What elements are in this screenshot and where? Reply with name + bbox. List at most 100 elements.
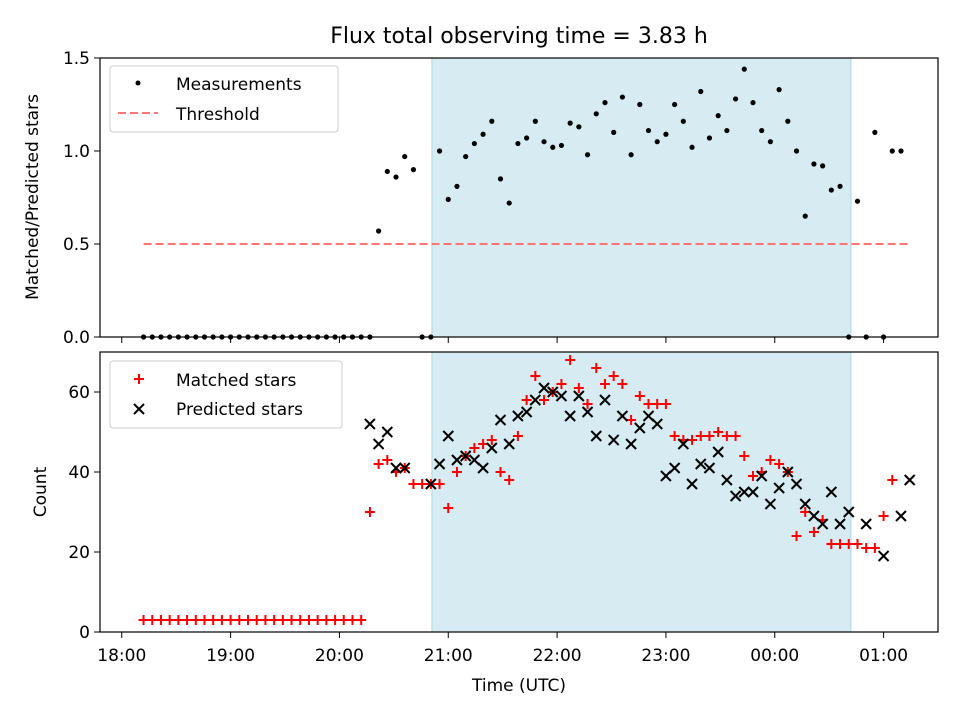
top-ytick-label: 1.0 bbox=[63, 142, 90, 162]
matched-star-point bbox=[791, 531, 802, 541]
predicted-star-point bbox=[425, 478, 437, 490]
predicted-star-point bbox=[590, 430, 602, 442]
matched-star-point bbox=[835, 539, 846, 549]
top-ytick-label: 0.5 bbox=[63, 235, 90, 255]
matched-star-point bbox=[530, 371, 541, 381]
predicted-star-point bbox=[808, 510, 820, 522]
matched-star-point bbox=[704, 431, 715, 441]
matched-star-point bbox=[521, 395, 532, 405]
matched-star-point bbox=[234, 615, 245, 625]
chart-title: Flux total observing time = 3.83 h bbox=[330, 24, 708, 49]
measurement-point bbox=[611, 129, 617, 135]
predicted-star-point bbox=[547, 386, 559, 398]
matched-star-point bbox=[295, 615, 306, 625]
measurement-point bbox=[524, 135, 530, 141]
matched-star-point bbox=[408, 479, 419, 489]
bottom-xtick-label: 18:00 bbox=[97, 646, 146, 666]
legend-measurements-label: Measurements bbox=[176, 75, 302, 95]
predicted-star-point bbox=[825, 486, 838, 498]
predicted-star-point bbox=[494, 414, 507, 426]
matched-star-point bbox=[382, 455, 393, 465]
matched-star-point bbox=[808, 527, 819, 537]
predicted-star-point bbox=[529, 394, 542, 406]
predicted-star-point bbox=[616, 410, 629, 422]
top-axes-frame bbox=[99, 57, 939, 338]
measurement-point bbox=[689, 144, 695, 150]
measurement-point bbox=[854, 198, 861, 204]
bottom-xtick-label: 22:00 bbox=[533, 646, 582, 666]
bottom-axis-ticks: 0 20 40 60 18:00 19:00 20:00 21:00 22:00 23:00 00:… bbox=[68, 383, 908, 666]
legend-matched-label: Matched stars bbox=[176, 371, 296, 391]
measurement-point bbox=[445, 196, 451, 202]
top-ytick-label: 1.5 bbox=[63, 49, 90, 69]
matched-star-point bbox=[147, 615, 158, 625]
predicted-star-point bbox=[381, 426, 394, 438]
predicted-star-point bbox=[486, 442, 498, 454]
predicted-star-point bbox=[555, 390, 568, 402]
matched-star-point bbox=[887, 475, 898, 485]
measurement-point bbox=[706, 135, 713, 141]
measurement-point bbox=[872, 129, 878, 135]
measurement-point bbox=[480, 131, 486, 137]
predicted-star-point bbox=[903, 474, 916, 486]
predicted-star-point bbox=[660, 470, 672, 482]
predicted-star-point bbox=[503, 438, 515, 450]
measurement-point bbox=[654, 139, 660, 145]
matched-star-point bbox=[173, 615, 184, 625]
measurement-point bbox=[593, 111, 599, 117]
predicted-star-point bbox=[843, 506, 855, 518]
measurement-point bbox=[576, 124, 582, 130]
measurement-point bbox=[410, 167, 417, 173]
matched-star-point bbox=[512, 431, 523, 441]
matched-star-point bbox=[504, 475, 515, 485]
x-axis-label: Time (UTC) bbox=[471, 676, 566, 696]
predicted-star-point bbox=[399, 462, 411, 474]
bottom-ytick-label: 0 bbox=[79, 623, 90, 643]
matched-star-point bbox=[852, 539, 863, 549]
predicted-star-point bbox=[799, 498, 811, 510]
predicted-star-point bbox=[703, 462, 716, 474]
measurement-point bbox=[497, 176, 504, 182]
measurement-point bbox=[376, 228, 382, 234]
measurement-point bbox=[558, 142, 565, 149]
predicted-star-point bbox=[755, 470, 768, 482]
matched-star-point bbox=[582, 399, 593, 409]
matched-star-point bbox=[608, 371, 619, 381]
predicted-star-point bbox=[459, 450, 472, 462]
matched-star-point bbox=[495, 467, 506, 477]
matched-star-point bbox=[669, 431, 680, 441]
bottom-xtick-label: 19:00 bbox=[206, 646, 255, 666]
matched-star-point bbox=[573, 383, 584, 393]
bottom-xtick-label: 01:00 bbox=[859, 646, 908, 666]
predicted-star-point bbox=[816, 518, 829, 530]
measurement-point bbox=[663, 131, 669, 137]
matched-star-point bbox=[356, 615, 367, 625]
matched-star-point bbox=[660, 399, 671, 409]
matched-star-point bbox=[138, 615, 149, 625]
matched-star-point bbox=[364, 507, 375, 517]
matched-star-point bbox=[330, 615, 341, 625]
measurement-point bbox=[793, 148, 800, 154]
matched-star-point bbox=[164, 615, 175, 625]
matched-star-point bbox=[469, 443, 480, 453]
matched-star-point bbox=[443, 503, 454, 513]
predicted-star-point bbox=[372, 438, 385, 450]
bottom-axes-frame bbox=[99, 351, 939, 633]
measurement-point bbox=[506, 200, 512, 206]
measurement-point bbox=[463, 153, 469, 160]
measurement-point bbox=[820, 163, 826, 169]
matched-star-point bbox=[251, 615, 262, 625]
predicted-star-point bbox=[721, 474, 733, 486]
matched-star-point bbox=[591, 363, 602, 373]
predicted-star-point bbox=[895, 510, 907, 522]
legend-threshold-label: Threshold bbox=[175, 105, 260, 125]
matched-star-point bbox=[243, 615, 254, 625]
top-data-marks bbox=[140, 66, 911, 340]
predicted-star-point bbox=[512, 410, 524, 422]
measurement-point bbox=[637, 101, 643, 108]
predicted-star-point bbox=[642, 410, 655, 422]
matched-star-point bbox=[486, 435, 497, 445]
predicted-star-point bbox=[747, 486, 759, 498]
matched-star-point bbox=[695, 431, 706, 441]
measurement-point bbox=[672, 101, 678, 108]
